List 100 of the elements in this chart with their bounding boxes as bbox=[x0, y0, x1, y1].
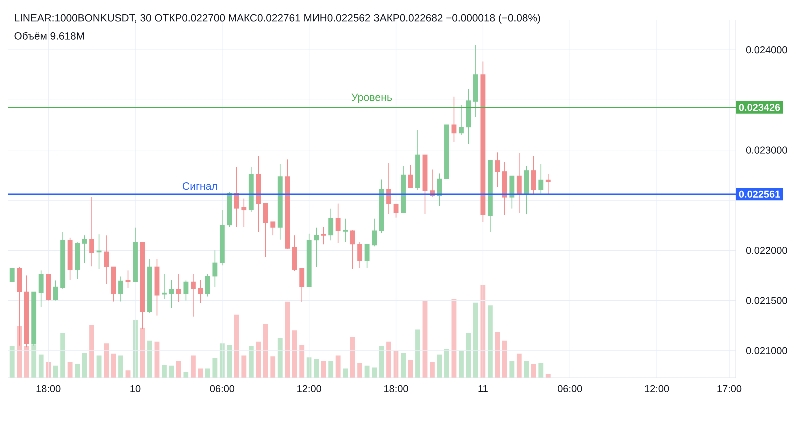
candlestick bbox=[234, 166, 240, 228]
candlestick bbox=[343, 218, 348, 243]
bar bbox=[336, 356, 341, 378]
x-tick-label: 11 bbox=[478, 385, 488, 392]
bar bbox=[321, 361, 326, 378]
bar bbox=[364, 366, 370, 378]
candlestick bbox=[205, 274, 210, 298]
candlestick bbox=[350, 230, 356, 270]
bar bbox=[212, 358, 218, 378]
candlestick bbox=[495, 152, 500, 188]
bar bbox=[38, 354, 44, 378]
bar bbox=[248, 346, 254, 378]
candlestick bbox=[300, 268, 305, 303]
ref-line-label: Сигнал bbox=[182, 182, 218, 190]
bar bbox=[430, 362, 435, 378]
bar bbox=[452, 299, 457, 378]
bar bbox=[10, 346, 15, 378]
bar bbox=[314, 359, 320, 378]
candlestick bbox=[242, 198, 247, 228]
bar bbox=[292, 330, 298, 378]
candlestick bbox=[104, 235, 109, 284]
candlestick bbox=[459, 104, 464, 136]
bar bbox=[75, 364, 80, 378]
bar bbox=[350, 337, 356, 378]
bar bbox=[328, 361, 334, 378]
y-tick-label: 0.021000 bbox=[746, 347, 788, 354]
bar bbox=[459, 351, 464, 378]
candlestick bbox=[82, 235, 88, 264]
candlestick bbox=[270, 222, 276, 236]
bar bbox=[60, 333, 66, 378]
candlestick bbox=[176, 274, 182, 303]
bar bbox=[234, 314, 240, 378]
bar bbox=[263, 324, 268, 378]
candlestick bbox=[364, 244, 370, 268]
bar bbox=[502, 340, 508, 378]
bar bbox=[466, 333, 472, 378]
candlestick bbox=[90, 196, 94, 268]
candlestick bbox=[336, 203, 341, 244]
bar bbox=[358, 363, 363, 378]
bar bbox=[184, 372, 189, 378]
bar bbox=[278, 338, 283, 378]
chart-title: Объём 9.618M bbox=[14, 32, 84, 40]
y-tick-label: 0.021500 bbox=[746, 297, 788, 304]
bar bbox=[32, 344, 37, 378]
bar bbox=[256, 342, 262, 378]
candlestick bbox=[328, 208, 334, 241]
bar bbox=[176, 361, 182, 378]
candlestick bbox=[162, 274, 167, 300]
x-tick-label: 12:00 bbox=[645, 385, 670, 392]
candlestick bbox=[538, 164, 544, 194]
bar bbox=[96, 356, 102, 378]
bar bbox=[300, 346, 305, 378]
bar bbox=[118, 356, 124, 378]
text: 0.022561 bbox=[739, 190, 780, 198]
y-tick-label: 0.022000 bbox=[746, 247, 788, 254]
bar bbox=[488, 306, 493, 378]
bar bbox=[538, 363, 544, 378]
candlestick bbox=[314, 227, 320, 268]
bar bbox=[104, 344, 109, 378]
bar bbox=[524, 361, 530, 378]
ref-line-label: Уровень bbox=[352, 94, 392, 104]
candlestick bbox=[408, 164, 414, 189]
candlestick bbox=[292, 235, 298, 272]
bar bbox=[531, 364, 536, 378]
candlestick bbox=[358, 242, 363, 268]
bar bbox=[17, 326, 22, 378]
candlestick bbox=[510, 176, 515, 210]
x-tick-label: 10 bbox=[130, 385, 141, 392]
candlestick bbox=[263, 203, 268, 258]
x-tick-label: 17:00 bbox=[718, 385, 742, 392]
x-tick-label: 06:00 bbox=[210, 385, 235, 392]
bar bbox=[480, 285, 486, 378]
x-tick-label: 18:00 bbox=[36, 385, 61, 392]
text: 0.023426 bbox=[739, 104, 780, 112]
x-tick-label: 06:00 bbox=[558, 385, 582, 392]
bar bbox=[90, 325, 94, 378]
candlestick bbox=[531, 156, 536, 196]
candlestick bbox=[126, 270, 131, 288]
candlestick bbox=[386, 162, 392, 215]
candlestick bbox=[212, 250, 218, 288]
x-tick-label: 18:00 bbox=[384, 385, 408, 392]
bar bbox=[190, 356, 196, 378]
bar bbox=[242, 356, 247, 378]
bar bbox=[416, 330, 420, 378]
bar bbox=[386, 342, 392, 378]
candlestick bbox=[372, 218, 378, 248]
chart-title: LINEAR:1000BONKUSDT, 30 ОТКР0.022700 МАКС0.022761 МИН0.022562 ЗАКР0.022682 −0.000018 (−0.08%) bbox=[15, 14, 540, 24]
bar bbox=[473, 302, 478, 378]
candlestick bbox=[452, 96, 457, 142]
bar bbox=[444, 349, 450, 378]
candlestick bbox=[321, 226, 326, 246]
candlestick bbox=[190, 274, 196, 318]
candlestick bbox=[118, 276, 124, 302]
y-tick-label: 0.023000 bbox=[746, 146, 788, 154]
candlestick bbox=[198, 280, 204, 304]
bar bbox=[401, 352, 406, 378]
bar bbox=[53, 366, 58, 378]
candlestick bbox=[10, 268, 15, 283]
bar bbox=[379, 346, 384, 378]
bar bbox=[205, 368, 210, 378]
